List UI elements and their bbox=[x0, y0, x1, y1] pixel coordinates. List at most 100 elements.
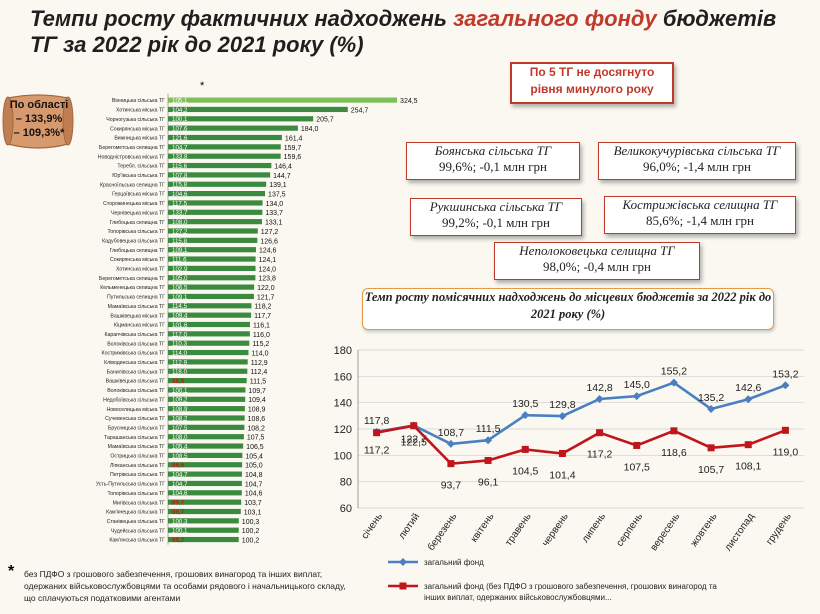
bar-secondary-label: 133,7 bbox=[172, 210, 188, 217]
callout-value: 99,6%; -0,1 млн грн bbox=[439, 159, 547, 174]
series-point bbox=[595, 394, 604, 403]
series-point bbox=[447, 460, 455, 468]
y-tick-label: 140 bbox=[334, 398, 352, 410]
series-point bbox=[558, 412, 567, 421]
bar-secondary-label: 133,8 bbox=[172, 154, 188, 161]
bar bbox=[168, 275, 256, 281]
bar-category-label: Станівецька сільська ТГ bbox=[107, 519, 166, 525]
bar-category-label: Глибоцька селищна ТГ bbox=[110, 220, 166, 226]
bar bbox=[168, 518, 239, 524]
data-label: 117,8 bbox=[364, 415, 390, 427]
bar-value-label: 118,2 bbox=[254, 304, 271, 311]
bar bbox=[168, 134, 282, 141]
bar bbox=[168, 462, 243, 468]
bar bbox=[168, 536, 239, 543]
callout-name: Рукшинська сільська ТГ bbox=[429, 199, 563, 214]
bar-category-label: Чернівецька міська ТГ bbox=[111, 210, 165, 216]
data-label: 108,7 bbox=[438, 427, 464, 439]
bar-category-label: Сокирянська міська ТГ bbox=[110, 257, 165, 263]
bar-value-label: 114,0 bbox=[251, 350, 268, 357]
bar-value-label: 133,7 bbox=[265, 210, 283, 217]
bar-value-label: 109,4 bbox=[248, 397, 266, 404]
x-tick-label: квітень bbox=[469, 511, 497, 544]
title-highlight: загального фонду bbox=[453, 6, 657, 31]
bar-category-label: Сучевенська сільська ТГ bbox=[105, 416, 165, 422]
bar-secondary-label: 108,0 bbox=[172, 434, 188, 441]
data-label: 101,4 bbox=[549, 469, 575, 481]
region-value-2: – 109,3%* bbox=[13, 127, 65, 139]
data-label: 155,2 bbox=[661, 366, 687, 378]
bar-value-label: 108,6 bbox=[248, 416, 266, 423]
bar-secondary-label: 112,9 bbox=[172, 359, 188, 366]
bar bbox=[168, 116, 314, 122]
bar bbox=[168, 499, 242, 505]
bar-category-label: Кострижівська сільська ТГ bbox=[102, 351, 166, 357]
bar bbox=[168, 424, 245, 430]
x-tick-label: грудень bbox=[764, 511, 794, 547]
bar bbox=[168, 359, 248, 365]
bar-chart: Вінницька сільська ТГ 324,5 105,1 Хотинська… bbox=[96, 94, 418, 545]
bar bbox=[168, 228, 258, 234]
bar-value-label: 105,4 bbox=[245, 453, 263, 460]
series-point bbox=[781, 426, 789, 434]
bar-secondary-label: 121,6 bbox=[172, 135, 188, 142]
legend-label-total: загальний фонд bbox=[424, 558, 484, 567]
data-label: 104,5 bbox=[512, 465, 538, 477]
bar-secondary-label: 108,2 bbox=[172, 415, 188, 422]
bar-category-label: Кам'янецька сільська ТГ bbox=[106, 510, 165, 516]
footnote-star: * bbox=[8, 563, 15, 580]
star-mark: * bbox=[200, 80, 205, 92]
bar-value-label: 116,1 bbox=[253, 322, 270, 329]
series-point bbox=[669, 378, 678, 387]
bar-category-label: Кліводинська сільська ТГ bbox=[104, 360, 165, 366]
bar-secondary-label: 114,0 bbox=[172, 350, 188, 357]
bar-value-label: 159,6 bbox=[284, 154, 302, 161]
bar-secondary-label: 96,6 bbox=[172, 462, 185, 469]
bar-category-label: Герцаївська міська ТГ bbox=[112, 192, 165, 198]
bar-value-label: 100,3 bbox=[242, 519, 260, 526]
bar-value-label: 117,7 bbox=[254, 313, 271, 320]
bar-value-label: 115,2 bbox=[252, 341, 269, 348]
data-label: 111,5 bbox=[476, 423, 501, 435]
bar-secondary-label: 104,6 bbox=[172, 490, 188, 497]
bar-value-label: 108,9 bbox=[248, 407, 266, 414]
bar bbox=[168, 387, 246, 393]
bar bbox=[168, 452, 243, 458]
series-point bbox=[410, 422, 418, 430]
region-value-1: – 133,9% bbox=[15, 113, 63, 125]
data-label: 108,1 bbox=[735, 461, 761, 473]
bar-secondary-label: 98,8 bbox=[172, 378, 185, 385]
bar-category-label: Волоківська сільська ТГ bbox=[107, 388, 165, 394]
title-part2: бюджетів ТГ за 2022 рік до 2021 року (%) bbox=[30, 6, 777, 57]
bar bbox=[168, 378, 247, 384]
y-tick-label: 60 bbox=[340, 503, 352, 515]
x-tick-label: вересень bbox=[649, 511, 683, 553]
bar-value-label: 146,4 bbox=[274, 163, 292, 170]
data-label: 153,2 bbox=[772, 368, 798, 380]
series-point bbox=[446, 439, 455, 448]
bar-secondary-label: 100,1 bbox=[172, 528, 188, 535]
callout-nepolokovetska: Неполоковецька селищна ТГ 98,0%; -0,4 мл… bbox=[494, 242, 700, 280]
line-chart: 60 80 100 120 140 160 180 січень лютий березень кв… bbox=[334, 345, 804, 602]
bar-value-label: 100,2 bbox=[242, 537, 260, 544]
bar-value-label: 184,0 bbox=[301, 126, 319, 133]
data-label: 93,7 bbox=[441, 480, 462, 492]
bar-value-label: 123,8 bbox=[258, 276, 276, 283]
series-point bbox=[670, 427, 678, 435]
bar-secondary-label: 104,7 bbox=[172, 144, 188, 151]
data-label: 107,5 bbox=[624, 461, 650, 473]
bar-value-label: 100,2 bbox=[242, 528, 260, 535]
bar-value-label: 124,1 bbox=[259, 257, 277, 264]
bar bbox=[168, 247, 256, 253]
bar-category-label: Кадубовецька сільська ТГ bbox=[102, 238, 165, 244]
bar-value-label: 137,5 bbox=[268, 192, 286, 199]
bar-category-label: Топорівська сільська ТГ bbox=[107, 491, 165, 497]
bar-secondary-label: 127,2 bbox=[172, 228, 188, 235]
legend-marker-total bbox=[399, 558, 407, 566]
bar-value-label: 144,7 bbox=[273, 173, 291, 180]
bar bbox=[168, 97, 398, 103]
bar-value-label: 124,6 bbox=[259, 248, 277, 255]
x-tick-label: травень bbox=[503, 511, 533, 548]
bar-secondary-label: 107,8 bbox=[172, 172, 188, 179]
bar-secondary-label: 100,3 bbox=[172, 518, 188, 525]
